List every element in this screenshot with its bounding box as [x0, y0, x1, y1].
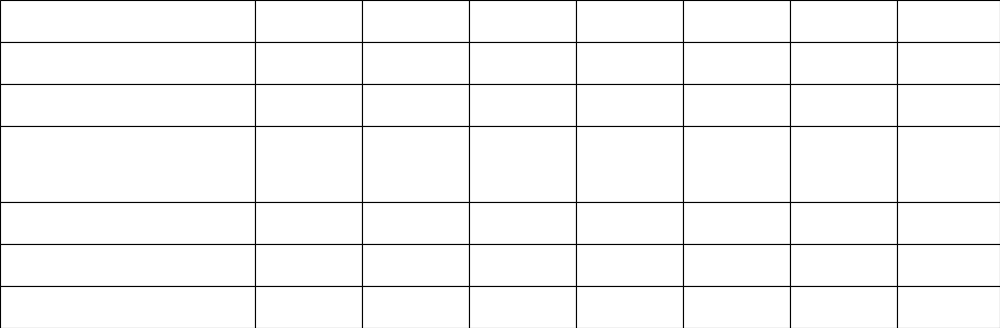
- Bar: [897, 286, 1000, 328]
- Bar: [0, 244, 255, 286]
- Bar: [362, 244, 469, 286]
- Bar: [790, 244, 897, 286]
- Bar: [255, 84, 362, 127]
- Bar: [362, 201, 469, 244]
- Bar: [683, 127, 790, 201]
- Bar: [362, 84, 469, 127]
- Bar: [897, 244, 1000, 286]
- Bar: [255, 127, 362, 201]
- Bar: [897, 127, 1000, 201]
- Bar: [255, 0, 362, 42]
- Bar: [897, 0, 1000, 42]
- Bar: [469, 244, 576, 286]
- Bar: [362, 42, 469, 84]
- Bar: [790, 0, 897, 42]
- Bar: [683, 286, 790, 328]
- Bar: [255, 42, 362, 84]
- Bar: [469, 42, 576, 84]
- Bar: [790, 127, 897, 201]
- Bar: [683, 42, 790, 84]
- Bar: [255, 286, 362, 328]
- Bar: [469, 84, 576, 127]
- Bar: [683, 244, 790, 286]
- Bar: [362, 0, 469, 42]
- Bar: [576, 201, 683, 244]
- Bar: [469, 0, 576, 42]
- Bar: [0, 84, 255, 127]
- Bar: [0, 201, 255, 244]
- Bar: [576, 84, 683, 127]
- Bar: [576, 127, 683, 201]
- Bar: [0, 0, 255, 42]
- Bar: [683, 0, 790, 42]
- Bar: [0, 127, 255, 201]
- Bar: [362, 127, 469, 201]
- Bar: [576, 42, 683, 84]
- Bar: [897, 84, 1000, 127]
- Bar: [790, 201, 897, 244]
- Bar: [576, 244, 683, 286]
- Bar: [576, 286, 683, 328]
- Bar: [362, 286, 469, 328]
- Bar: [255, 201, 362, 244]
- Bar: [790, 286, 897, 328]
- Bar: [255, 244, 362, 286]
- Bar: [0, 286, 255, 328]
- Bar: [683, 201, 790, 244]
- Bar: [683, 84, 790, 127]
- Bar: [897, 201, 1000, 244]
- Bar: [576, 0, 683, 42]
- Bar: [790, 84, 897, 127]
- Bar: [0, 42, 255, 84]
- Bar: [469, 201, 576, 244]
- Bar: [897, 42, 1000, 84]
- Bar: [469, 127, 576, 201]
- Bar: [790, 42, 897, 84]
- Bar: [469, 286, 576, 328]
